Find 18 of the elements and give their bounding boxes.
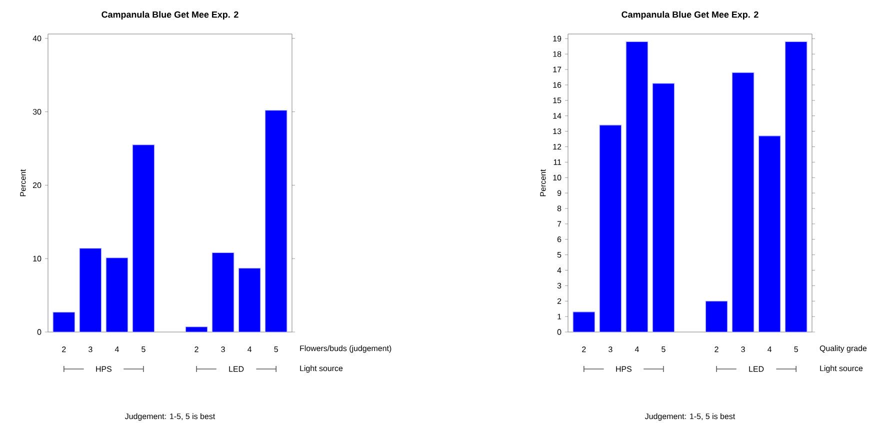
bar xyxy=(79,248,102,332)
bar xyxy=(784,41,808,332)
bar xyxy=(264,110,288,332)
bar xyxy=(572,312,596,332)
bar xyxy=(212,252,234,332)
bar xyxy=(238,268,261,332)
bar xyxy=(52,312,76,332)
bar xyxy=(758,136,781,332)
bar xyxy=(599,124,622,332)
bar xyxy=(106,258,128,332)
bar xyxy=(705,300,728,332)
bar xyxy=(732,72,754,332)
bar xyxy=(185,326,208,332)
bar xyxy=(626,41,648,332)
bar xyxy=(652,83,675,332)
chart-title: Campanula Blue Get Mee Exp. 2 xyxy=(102,11,238,20)
chart-title: Campanula Blue Get Mee Exp. 2 xyxy=(622,11,758,20)
bar xyxy=(132,144,155,332)
